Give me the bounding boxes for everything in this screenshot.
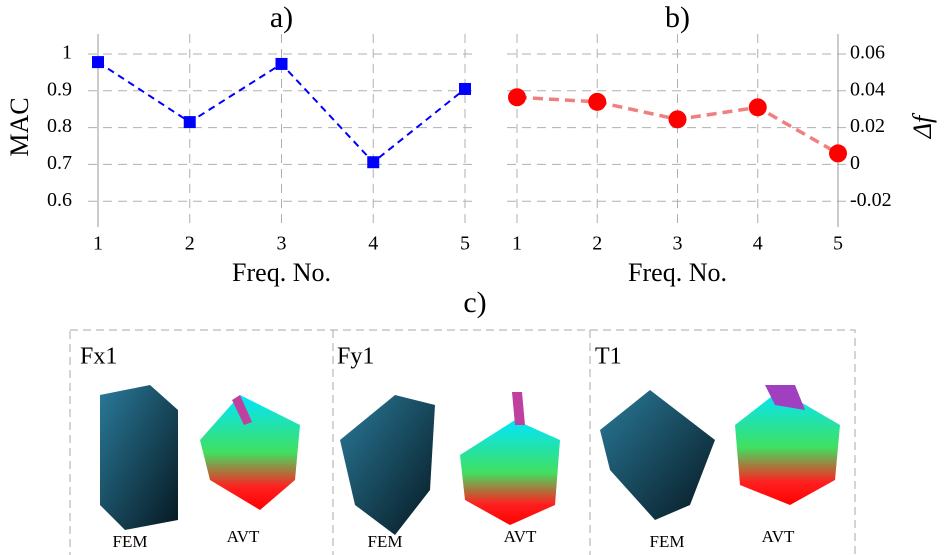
y-tick-label: -0.02 [850,189,892,211]
panel-label: Fy1 [337,344,374,370]
x-tick-label: 3 [673,233,683,255]
data-point [92,56,104,68]
data-point [459,83,471,95]
fem-model [340,395,435,535]
chart-title: a) [270,1,293,34]
x-tick-label: 5 [460,233,470,255]
avt-top [512,392,525,425]
x-tick-label: 2 [592,233,602,255]
panel-label: T1 [595,344,622,370]
x-tick-label: 1 [93,233,103,255]
y-tick-label: 0.8 [47,115,72,137]
y-axis-label: MAC [5,97,34,156]
data-point [749,98,767,116]
fem-model [100,385,178,530]
data-point [829,144,847,162]
caption: AVT [227,527,260,546]
x-tick-label: 2 [185,233,195,255]
data-point [508,88,526,106]
y-tick-label: 0.7 [47,152,72,174]
caption: FEM [368,532,403,551]
y-tick-label: 1 [62,42,72,64]
y-tick-label: 0.06 [850,42,885,64]
model-images [100,385,840,535]
x-axis-label: Freq. No. [232,258,331,287]
x-tick-label: 3 [277,233,287,255]
x-axis-label: Freq. No. [628,258,727,287]
caption: AVT [504,527,537,546]
y-tick-label: 0.02 [850,115,885,137]
data-point [276,58,288,70]
data-point [588,93,606,111]
avt-model [200,395,300,510]
data-point [184,116,196,128]
caption: FEM [113,532,148,551]
panel-label: Fx1 [80,344,117,370]
panel-title: c) [463,286,486,319]
fem-model [600,390,715,520]
chart-title: b) [665,1,690,34]
avt-model [460,420,560,525]
figure: c) a) Freq. No. MAC 0.6 0.7 0.8 0.9 1 1 2 3 4 5 b) Fre… [0,0,948,555]
y-tick-label: 0.6 [47,189,72,211]
x-tick-label: 1 [512,233,522,255]
y-tick-label: 0 [850,152,860,174]
avt-model [735,390,840,505]
y-axis-label: Δf [908,112,937,139]
caption: FEM [650,532,685,551]
caption: AVT [762,527,795,546]
data-point [367,156,379,168]
y-tick-label: 0.9 [47,78,72,100]
y-tick-label: 0.04 [850,78,885,100]
x-tick-label: 4 [368,233,378,255]
x-tick-label: 4 [753,233,763,255]
data-point [669,110,687,128]
x-tick-label: 5 [833,233,843,255]
